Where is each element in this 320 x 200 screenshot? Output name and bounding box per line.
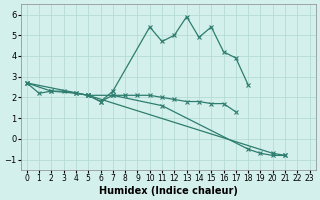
X-axis label: Humidex (Indice chaleur): Humidex (Indice chaleur) — [99, 186, 238, 196]
